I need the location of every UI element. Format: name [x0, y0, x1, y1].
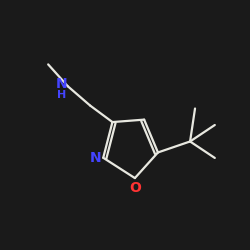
Text: N: N — [90, 151, 101, 165]
Text: N: N — [56, 77, 68, 91]
Text: O: O — [129, 181, 141, 195]
Text: H: H — [57, 90, 66, 100]
